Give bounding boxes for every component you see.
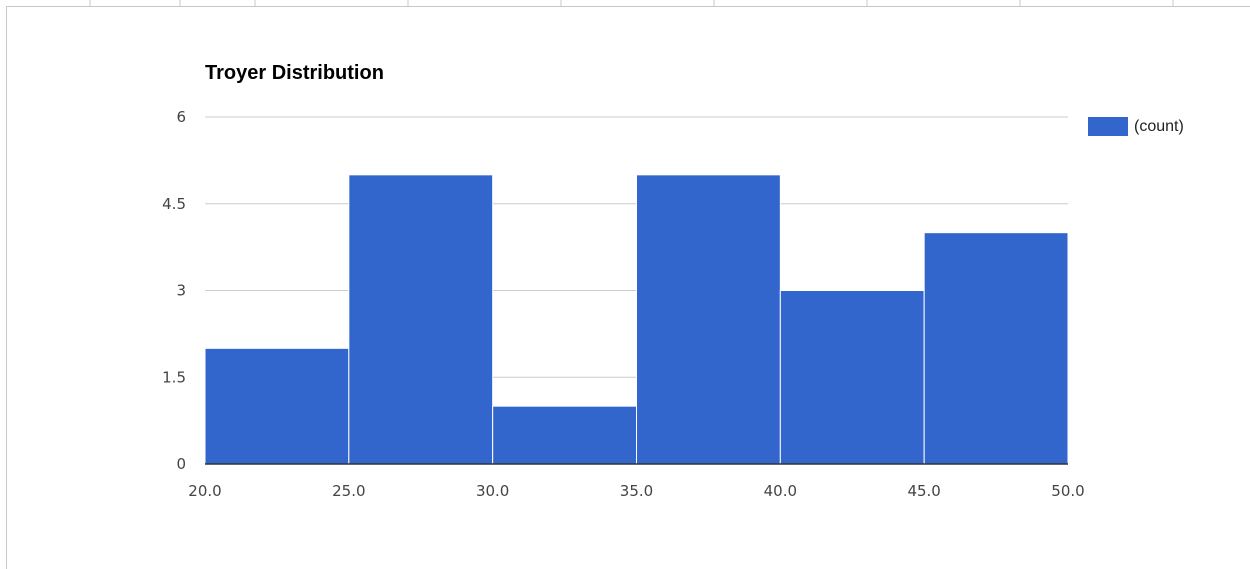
x-tick-label: 40.0 [764,482,797,500]
histogram-bar[interactable] [492,405,637,465]
y-tick-label: 3 [176,282,186,300]
y-tick-label: 4.5 [162,195,186,213]
y-tick-label: 6 [176,108,186,126]
y-tick-label: 0 [176,455,186,473]
y-tick-label: 1.5 [162,368,186,386]
x-tick-label: 25.0 [332,482,365,500]
histogram-bar[interactable] [779,290,925,465]
legend-label-count: (count) [1134,117,1184,135]
x-tick-label: 30.0 [476,482,509,500]
chart-legend[interactable]: (count) [1088,117,1184,136]
x-tick-label: 20.0 [188,482,221,500]
histogram-bar[interactable] [204,347,350,465]
x-tick-label: 35.0 [620,482,653,500]
x-tick-label: 45.0 [907,482,940,500]
histogram-bar[interactable] [636,174,781,465]
legend-swatch-count [1088,117,1128,136]
histogram-bar[interactable] [923,232,1069,465]
chart-title: Troyer Distribution [205,62,384,84]
histogram-bar[interactable] [348,174,494,465]
x-tick-label: 50.0 [1051,482,1084,500]
